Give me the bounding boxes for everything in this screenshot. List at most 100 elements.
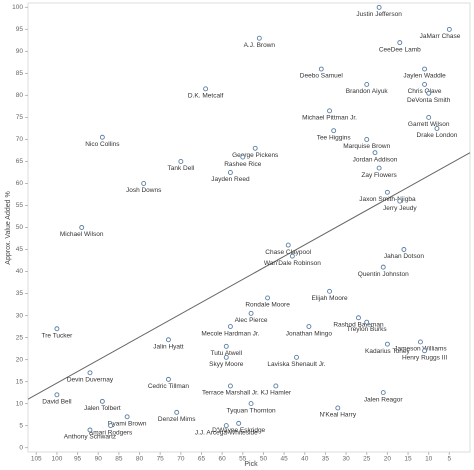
point-label: Justin Jefferson (356, 11, 402, 18)
y-tick-label: 85 (16, 70, 24, 77)
y-tick-label: 30 (16, 312, 24, 319)
y-tick-label: 25 (16, 334, 24, 341)
point-label: Anthony Schwartz (64, 434, 116, 441)
point (384, 341, 390, 347)
x-tick-label: 65 (198, 456, 206, 463)
point-label: Chase Claypool (265, 249, 311, 256)
point (124, 414, 130, 420)
y-tick-label: 80 (16, 92, 24, 99)
point-label: Wan'Dale Robinson (264, 260, 321, 267)
point-label: George Pickens (232, 152, 279, 159)
point (327, 288, 333, 294)
point-label: Elijah Moore (311, 295, 348, 302)
point-label: Tee Higgins (317, 134, 352, 141)
point-label: Alec Pierce (235, 317, 268, 324)
point (356, 315, 361, 321)
x-tick-label: 25 (363, 456, 371, 463)
x-tick-label: 90 (95, 456, 103, 463)
point-label: Josh Downs (126, 187, 162, 194)
y-tick-label: 20 (16, 356, 24, 363)
point (178, 159, 184, 164)
point (384, 189, 390, 195)
point-label: J.J. Arcega-Whiteside (195, 429, 258, 436)
plot-area (27, 2, 471, 453)
point-label: Jayden Reed (211, 176, 250, 183)
point (426, 90, 432, 96)
point-label: Deebo Samuel (300, 73, 344, 80)
point (331, 128, 337, 134)
y-tick-label: 10 (16, 400, 24, 407)
point (99, 134, 105, 140)
x-tick-label: 75 (157, 456, 165, 463)
y-axis-title: Approx. Value Added % (5, 191, 12, 264)
point (327, 108, 333, 114)
point (87, 427, 93, 433)
point-label: Michael Pittman Jr. (302, 115, 357, 122)
point-label: Chris Olave (408, 88, 442, 95)
point (417, 339, 423, 345)
x-tick-label: 40 (301, 456, 309, 463)
point-label: KJ Hamler (261, 390, 292, 397)
point-label: Jaylen Waddle (403, 73, 446, 80)
point-label: Rashee Rice (224, 161, 262, 168)
point-label: David Bell (42, 398, 72, 405)
point (223, 423, 229, 429)
point-label: Tank Dell (167, 165, 194, 172)
y-tick-label: 60 (16, 180, 24, 187)
point-label: Tre Tucker (42, 332, 74, 339)
point (165, 337, 171, 343)
point-label: Jameson Williams (394, 346, 447, 353)
point (422, 66, 428, 72)
point (223, 354, 229, 360)
point-label: Rashod Bateman (333, 321, 384, 328)
point (397, 198, 403, 204)
point (364, 81, 370, 87)
point-label: Treylon Burks (347, 326, 388, 333)
point-label: Marquise Brown (343, 143, 390, 150)
x-tick-label: 10 (425, 456, 433, 463)
point (401, 247, 407, 252)
y-tick-label: 35 (16, 290, 24, 297)
point (446, 26, 452, 32)
point (227, 324, 233, 329)
point-label: Jonathan Mingo (286, 330, 333, 337)
point (294, 354, 299, 360)
x-tick-label: 105 (31, 456, 42, 463)
point-label: Brandon Aiyuk (346, 88, 389, 95)
point (376, 4, 382, 10)
point (376, 165, 382, 171)
trend-line (27, 152, 471, 400)
y-tick-label: 100 (12, 4, 23, 11)
point (364, 319, 370, 325)
point (335, 405, 341, 411)
point-label: Jaxon Smith-Njigba (359, 196, 416, 203)
y-tick-label: 50 (16, 224, 24, 231)
point (248, 310, 254, 316)
x-tick-label: 70 (177, 456, 185, 463)
x-tick-label: 45 (280, 456, 288, 463)
point (54, 392, 60, 398)
y-tick-label: 45 (16, 246, 24, 253)
point (87, 370, 93, 376)
point-label: Amari Rodgers (89, 429, 133, 436)
y-tick-label: 5 (19, 422, 23, 429)
x-tick-label: 15 (404, 456, 412, 463)
point (426, 115, 432, 120)
x-tick-label: 95 (74, 456, 82, 463)
x-axis-title: Pick (244, 461, 258, 468)
point-label: Garrett Wilson (408, 121, 450, 128)
point (203, 86, 209, 92)
point (422, 81, 428, 87)
point (99, 398, 105, 404)
point-label: D.K. Metcalf (188, 93, 224, 100)
x-tick-label: 5 (448, 456, 452, 463)
point (265, 295, 271, 301)
y-tick-label: 65 (16, 158, 24, 165)
point-label: Denzel Mims (158, 416, 196, 423)
point (256, 35, 262, 41)
x-tick-label: 80 (136, 456, 144, 463)
point (54, 326, 60, 332)
point-label: Laviska Shenault Jr. (267, 361, 325, 368)
point-label: Kadarius Toney (365, 348, 410, 355)
point-label: Skyy Moore (209, 361, 244, 368)
